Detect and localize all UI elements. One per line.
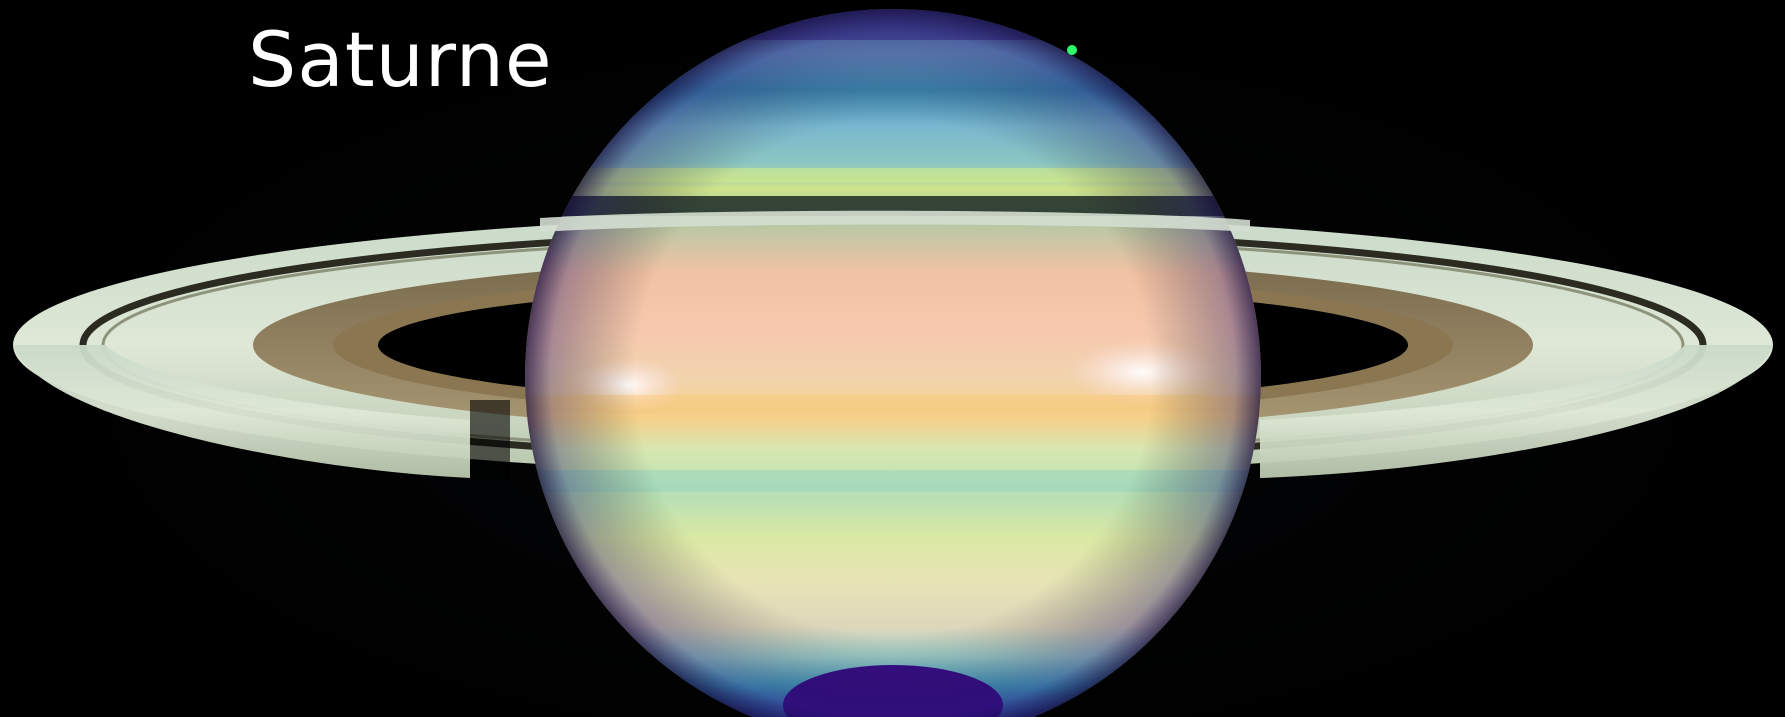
moon [1067,45,1077,55]
planet-title: Saturne [248,15,553,104]
planet-body [525,9,1261,717]
ring-front-arc [13,210,1773,478]
ring-shadow [470,400,510,480]
